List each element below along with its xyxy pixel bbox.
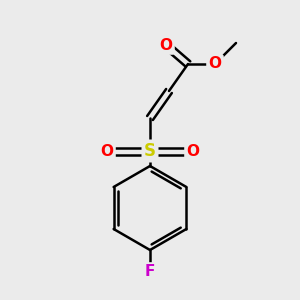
Text: O: O — [187, 143, 200, 158]
Text: O: O — [160, 38, 172, 52]
Text: O: O — [100, 143, 113, 158]
Text: S: S — [144, 142, 156, 160]
Text: O: O — [208, 56, 221, 71]
Text: F: F — [145, 265, 155, 280]
